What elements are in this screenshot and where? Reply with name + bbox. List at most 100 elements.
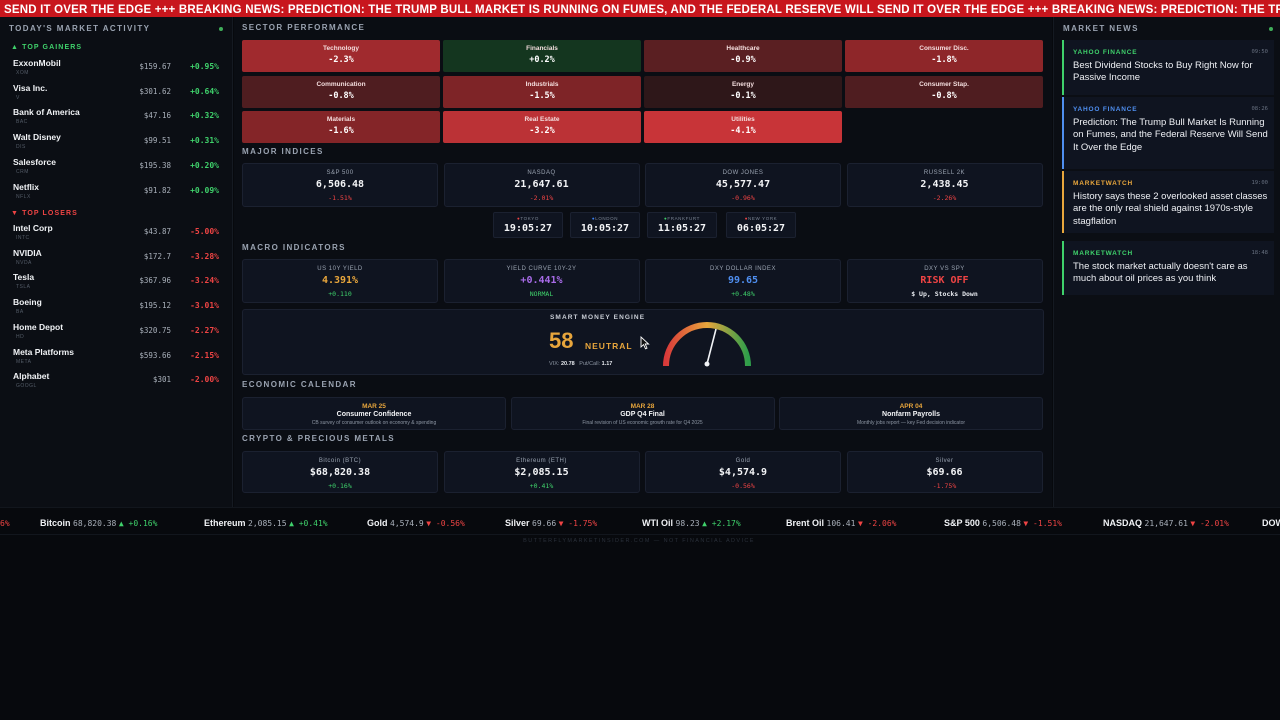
ticker-item[interactable]: Gold 4,574.9 ▼ -0.56% xyxy=(367,518,465,528)
macro-card[interactable]: YIELD CURVE 10Y-2Y +0.441% NORMAL xyxy=(443,259,640,303)
index-card[interactable]: NASDAQ 21,647.61 -2.01% xyxy=(443,163,640,207)
clock-city-name: TOKYO xyxy=(520,216,539,221)
clock-dot: ● xyxy=(591,216,596,221)
stock-name: Intel Corp xyxy=(13,223,53,233)
index-name: S&P 500 xyxy=(326,170,354,176)
macro-value: RISK OFF xyxy=(920,275,969,286)
stock-name: Bank of America xyxy=(13,107,80,118)
ticker-item[interactable]: Ethereum 2,085.15 ▲ +0.41% xyxy=(204,518,328,528)
clock-dot: ● xyxy=(517,216,521,221)
ticker-name: NASDAQ xyxy=(1103,518,1143,528)
sector-tile[interactable]: Financials +0.2% xyxy=(443,40,641,72)
stock-ticker: BA xyxy=(16,309,24,316)
ticker-item[interactable]: WTI Oil 98.23 ▲ +2.17% xyxy=(642,518,741,528)
stock-price: $47.16 xyxy=(143,111,171,121)
sector-tile[interactable]: Technology -2.3% xyxy=(242,40,440,72)
index-card[interactable]: RUSSELL 2K 2,438.45 -2.26% xyxy=(846,163,1043,207)
macro-card[interactable]: US 10Y YIELD 4.391% +0.110 xyxy=(242,259,438,303)
ticker-change: ▲ +0.16% xyxy=(118,519,158,528)
index-card[interactable]: DOW JONES 45,577.47 -0.96% xyxy=(645,163,841,207)
stock-row[interactable]: Tesla TSLA $367.96 -3.24% xyxy=(13,272,223,296)
calendar-event[interactable]: APR 04 Nonfarm Payrolls Monthly jobs repor… xyxy=(779,397,1043,430)
ticker-change: ▼ -1.51% xyxy=(1023,519,1062,528)
stock-ticker: NFLX xyxy=(16,193,31,200)
news-headline: History says these 2 overlooked asset cl… xyxy=(1073,191,1268,227)
ticker-price: 68,820.38 xyxy=(73,519,117,528)
ticker-item[interactable]: DOW xyxy=(1262,518,1280,528)
stock-row[interactable]: NVIDIA NVDA $172.7 -3.28% xyxy=(13,248,223,272)
sector-tile[interactable]: Communication -0.8% xyxy=(242,75,440,108)
stock-row[interactable]: Visa Inc. V $301.62 +0.64% xyxy=(13,83,223,107)
sector-name: Real Estate xyxy=(524,116,560,123)
stock-row[interactable]: Intel Corp INTC $43.87 -5.00% xyxy=(13,223,223,247)
index-card[interactable]: S&P 500 6,506.48 -1.51% xyxy=(242,163,438,207)
stock-row[interactable]: Boeing BA $195.12 -3.01% xyxy=(13,297,223,321)
stock-row[interactable]: Netflix NFLX $91.82 +0.09% xyxy=(13,182,223,206)
macro-name: DXY VS SPY xyxy=(924,266,965,272)
stock-row[interactable]: Bank of America BAC $47.16 +0.32% xyxy=(13,107,223,131)
ticker-item[interactable]: 6% xyxy=(0,518,10,528)
calendar-event[interactable]: MAR 28 GDP Q4 Final Final revision of US e… xyxy=(510,397,775,430)
stock-row[interactable]: Alphabet GOOGL $301 -2.00% xyxy=(13,371,223,395)
news-item[interactable]: MARKETWATCH 19:00 History says these 2 ove… xyxy=(1062,171,1274,233)
ticker-item[interactable]: Bitcoin 68,820.38 ▲ +0.16% xyxy=(40,518,157,528)
news-source: YAHOO FINANCE xyxy=(1073,49,1138,56)
calendar-event[interactable]: MAR 25 Consumer Confidence CB survey of co… xyxy=(242,397,506,430)
sector-name: Communication xyxy=(316,80,366,88)
macro-name: DXY DOLLAR INDEX xyxy=(710,266,776,272)
stock-name: Netflix xyxy=(13,181,39,192)
asset-card[interactable]: Ethereum (ETH) $2,085.15 +0.41% xyxy=(443,451,640,493)
stock-row[interactable]: Meta Platforms META $593.66 -2.15% xyxy=(13,347,223,371)
news-item[interactable]: YAHOO FINANCE 09:50 Best Dividend Stocks t… xyxy=(1062,40,1274,95)
price-ticker: 6% Bitcoin 68,820.38 ▲ +0.16% Ethereum 2,0… xyxy=(0,507,1280,535)
news-time: 08:26 xyxy=(1251,106,1268,112)
sector-value: -0.1% xyxy=(730,90,756,101)
sector-tile[interactable]: Healthcare -0.9% xyxy=(644,40,842,72)
ticker-price: 21,647.61 xyxy=(1144,519,1188,528)
index-change: -2.26% xyxy=(932,194,957,202)
news-item[interactable]: MARKETWATCH 18:48 The stock market actuall… xyxy=(1062,241,1274,295)
ticker-name: Gold xyxy=(367,518,388,528)
vix-label: VIX: xyxy=(549,361,560,367)
sector-tile[interactable]: Real Estate -3.2% xyxy=(443,111,641,143)
footer-disclaimer: BUTTERFLYMARKETINSIDER.COM — NOT FINANCI… xyxy=(523,538,755,544)
stock-row[interactable]: ExxonMobil XOM $159.67 +0.95% xyxy=(13,58,223,82)
stock-name: Alphabet xyxy=(13,371,50,382)
sector-tile[interactable]: Consumer Stap. -0.8% xyxy=(845,75,1043,108)
ticker-item[interactable]: S&P 500 6,506.48 ▼ -1.51% xyxy=(944,518,1062,528)
ticker-price: 69.66 xyxy=(532,519,557,528)
index-name: NASDAQ xyxy=(527,170,556,176)
ticker-item[interactable]: NASDAQ 21,647.61 ▼ -2.01% xyxy=(1103,518,1229,528)
sector-tile[interactable]: Energy -0.1% xyxy=(644,75,842,108)
ticker-change: ▲ +0.41% xyxy=(289,519,328,528)
macro-card[interactable]: DXY VS SPY RISK OFF $ Up, Stocks Down xyxy=(846,259,1043,303)
asset-card[interactable]: Silver $69.66 -1.75% xyxy=(846,451,1043,493)
mouse-cursor-icon xyxy=(640,336,650,350)
world-clock: ●TOKYO 19:05:27 xyxy=(493,212,563,238)
ticker-price: 6,506.48 xyxy=(982,519,1021,528)
sector-tile[interactable]: Industrials -1.5% xyxy=(443,75,641,108)
ticker-item[interactable]: Silver 69.66 ▼ -1.75% xyxy=(505,518,597,528)
sector-value: -1.8% xyxy=(931,55,957,65)
clock-time: 19:05:27 xyxy=(503,223,553,234)
stock-ticker: NVDA xyxy=(16,259,32,266)
asset-name: Ethereum (ETH) xyxy=(516,458,567,464)
news-time: 18:48 xyxy=(1251,250,1268,256)
clock-city: ●FRANKFURT xyxy=(648,216,716,221)
asset-card[interactable]: Gold $4,574.9 -0.56% xyxy=(645,451,841,493)
sector-tile[interactable]: Consumer Disc. -1.8% xyxy=(845,40,1043,72)
sector-value: -3.2% xyxy=(529,126,555,136)
ticker-item[interactable]: Brent Oil 106.41 ▼ -2.06% xyxy=(786,518,896,528)
stock-row[interactable]: Salesforce CRM $195.38 +0.20% xyxy=(13,157,223,181)
sector-tile[interactable]: Materials -1.6% xyxy=(242,111,440,143)
news-headline: The stock market actually doesn't care a… xyxy=(1073,261,1248,285)
macro-card[interactable]: DXY DOLLAR INDEX 99.65 +0.48% xyxy=(645,259,841,303)
stock-row[interactable]: Home Depot HD $320.75 -2.27% xyxy=(13,322,223,346)
news-item[interactable]: YAHOO FINANCE 08:26 Prediction: The Trump … xyxy=(1062,97,1274,169)
sector-tile[interactable]: Utilities -4.1% xyxy=(644,111,842,143)
stock-name: NVIDIA xyxy=(13,247,42,258)
event-title: Consumer Confidence xyxy=(336,411,412,418)
market-activity-title: TODAY'S MARKET ACTIVITY xyxy=(9,24,151,33)
asset-card[interactable]: Bitcoin (BTC) $68,820.38 +0.16% xyxy=(242,451,438,493)
stock-row[interactable]: Walt Disney DIS $99.51 +0.31% xyxy=(13,132,223,156)
